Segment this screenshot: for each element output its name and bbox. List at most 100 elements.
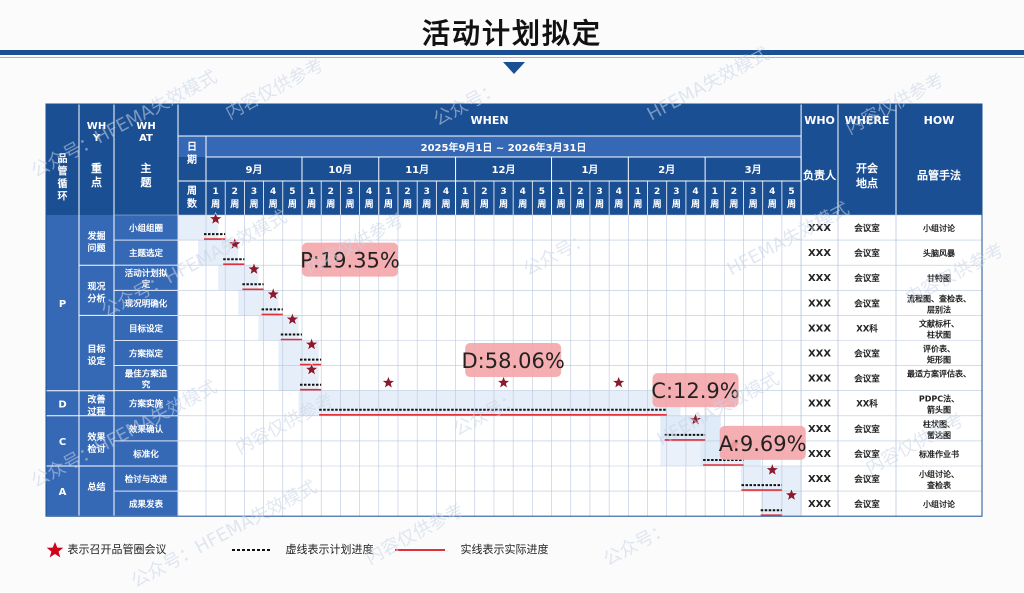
week-number: 周	[480, 199, 489, 210]
who-cell: XXX	[808, 424, 831, 435]
legend-star-label: 表示召开品管圈会议	[67, 543, 167, 556]
title-pointer-icon	[503, 62, 525, 74]
table-border	[45, 103, 983, 517]
where-cell: 会议室	[853, 474, 880, 485]
week-number: 周	[307, 199, 316, 210]
week-number: 周	[576, 199, 585, 210]
how-cell: 小组讨论	[922, 499, 956, 509]
month-label: 12月	[492, 164, 516, 176]
week-number: 3	[424, 187, 430, 197]
meeting-star	[496, 375, 511, 389]
how-cell: 甘特图	[927, 273, 951, 283]
meeting-star	[227, 236, 242, 250]
legend-actual: 实线表示实际进度	[395, 541, 549, 557]
star-icon	[46, 542, 64, 558]
week-number: 周	[230, 199, 239, 210]
week-number: 周	[365, 199, 374, 210]
gantt-chart: WHEN 2025年9月1日 ~ 2026年3月31日 WHO WHERE HOW 负责人…	[45, 103, 983, 517]
week-number: 1	[308, 187, 314, 197]
header-what: WH	[136, 121, 155, 132]
week-number: 1	[212, 187, 218, 197]
week-number: 周	[403, 199, 412, 210]
week-number: 周	[653, 199, 662, 210]
how-cell: 最适方案评估表、	[907, 369, 971, 379]
phase-badge	[719, 425, 806, 460]
week-number: 周	[595, 199, 604, 210]
header-topic: 题	[141, 176, 153, 189]
week-number: 1	[558, 187, 564, 197]
legend-actual-label: 实线表示实际进度	[460, 543, 549, 556]
who-cell: XXX	[808, 499, 831, 510]
where-cell: XX科	[856, 323, 878, 334]
month-label: 1月	[581, 164, 598, 176]
header-where-sub: 开会	[856, 161, 879, 175]
focus-label: 效果	[87, 431, 106, 443]
how-cell: 查检表	[927, 480, 952, 490]
month-label: 11月	[405, 164, 429, 176]
phase-label: D	[58, 399, 66, 410]
topic-label: 成果发表	[129, 499, 164, 510]
week-number: 周	[249, 199, 258, 210]
focus-label: 设定	[87, 355, 106, 367]
topic-label: 目标设定	[129, 323, 164, 334]
focus-label: 问题	[87, 242, 106, 254]
week-number: 周	[269, 199, 278, 210]
who-cell: XXX	[808, 474, 831, 485]
topic-label: 主题选定	[129, 248, 164, 259]
week-number: 4	[270, 187, 276, 197]
topic-label: 现况明确化	[125, 298, 168, 309]
how-cell: 小组讨论	[922, 223, 956, 233]
where-cell: 会议室	[853, 349, 880, 360]
week-number: 4	[692, 187, 698, 197]
header-what: AT	[139, 133, 153, 144]
where-cell: XX科	[856, 399, 878, 410]
focus-label: 检讨	[87, 443, 105, 455]
week-number: 3	[750, 187, 756, 197]
week-number: 周	[672, 199, 681, 210]
meeting-star	[688, 412, 703, 426]
focus-label: 发掘	[86, 230, 105, 242]
week-number: 1	[712, 187, 718, 197]
dashed-line-icon	[232, 549, 272, 551]
phase-percent-label: D:58.06%	[461, 349, 564, 373]
month-label: 10月	[328, 164, 352, 176]
week-number: 2	[577, 187, 583, 197]
week-number: 周	[345, 199, 354, 210]
header-when: WHEN	[471, 114, 509, 127]
meeting-star	[304, 337, 319, 351]
header-focus: 点	[91, 175, 102, 189]
focus-label: 总结	[87, 481, 105, 493]
week-number: 2	[328, 187, 334, 197]
week-number: 5	[788, 187, 794, 197]
date-range-bg	[178, 136, 802, 157]
solid-line-icon	[395, 549, 445, 551]
phase-label: C	[59, 437, 66, 448]
focus-label: 分析	[87, 292, 105, 304]
how-cell: 箭头图	[927, 405, 951, 415]
how-cell: 文献标杆、	[919, 318, 959, 328]
week-number: 周	[710, 199, 719, 210]
week-number: 3	[596, 187, 602, 197]
month-label: 2月	[658, 164, 675, 176]
who-cell: XXX	[808, 248, 831, 259]
how-cell: 头脑风暴	[923, 248, 956, 258]
header-topic: 主	[141, 161, 152, 175]
week-number: 周	[461, 199, 470, 210]
where-cell: 会议室	[853, 273, 880, 284]
where-cell: 会议室	[853, 499, 880, 510]
week-number: 3	[347, 187, 353, 197]
week-number: 周	[288, 199, 297, 210]
who-cell: XXX	[808, 449, 831, 460]
meeting-star	[285, 312, 300, 326]
week-number: 2	[654, 187, 660, 197]
meeting-star	[381, 375, 396, 389]
how-cell: 评价表、	[923, 344, 955, 354]
focus-label: 目标	[87, 343, 105, 355]
meeting-star	[304, 362, 319, 376]
header-date-range: 2025年9月1日 ~ 2026年3月31日	[421, 141, 587, 154]
meeting-star	[266, 287, 281, 301]
week-number: 3	[251, 187, 257, 197]
phase-badge	[465, 343, 562, 378]
week-number: 周	[537, 199, 546, 210]
how-cell: 层别法	[926, 304, 951, 314]
